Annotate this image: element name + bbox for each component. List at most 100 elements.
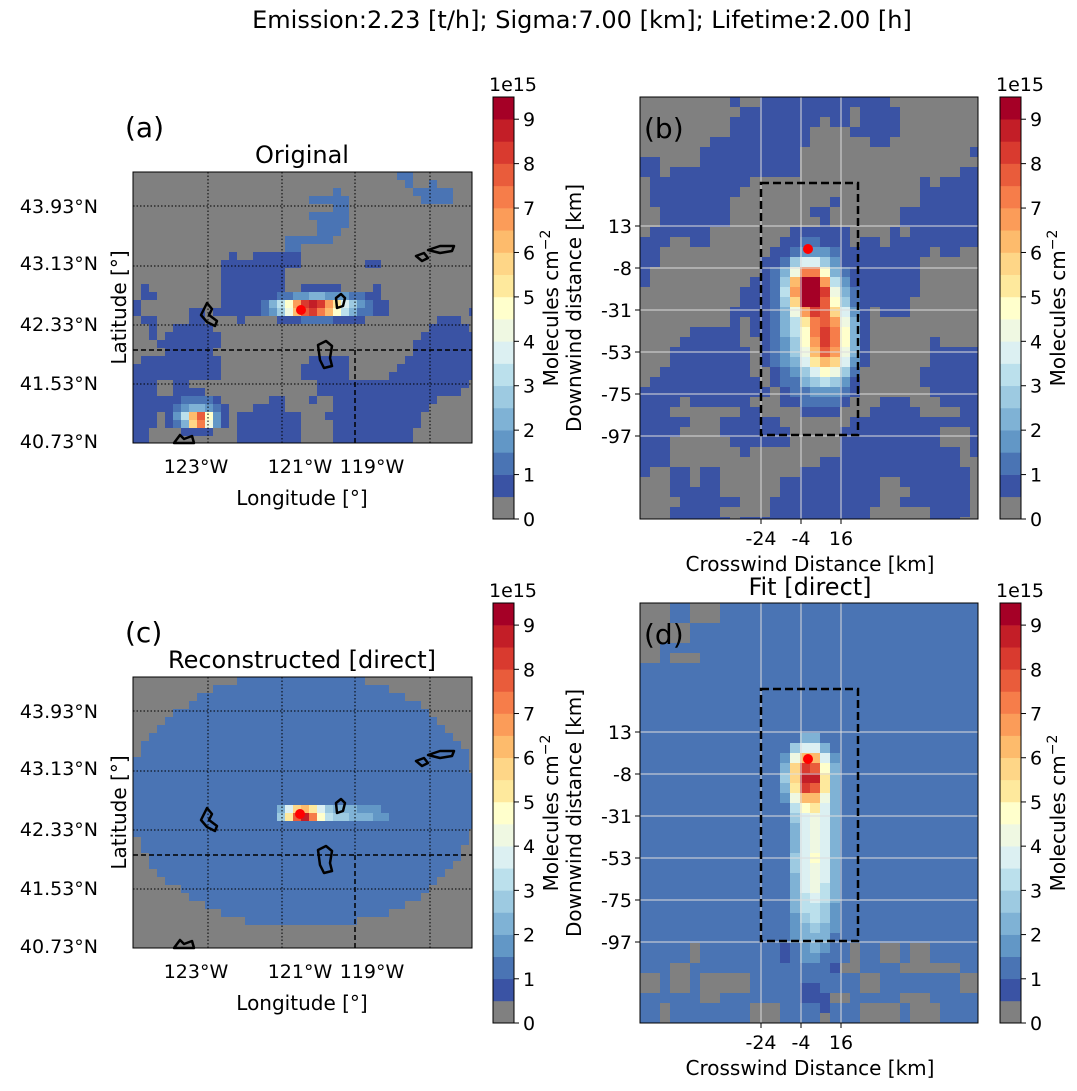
heatmap-cell — [405, 893, 414, 902]
heatmap-cell — [930, 397, 941, 408]
heatmap-cell — [333, 244, 342, 253]
heatmap-cell — [333, 364, 342, 373]
heatmap-cell — [461, 741, 470, 750]
heatmap-cell — [690, 157, 701, 168]
heatmap-cell — [357, 428, 366, 437]
heatmap-cell — [197, 412, 206, 421]
heatmap-cell — [181, 260, 190, 269]
heatmap-cell — [269, 292, 278, 301]
heatmap-cell — [205, 757, 214, 766]
heatmap-cell — [650, 127, 661, 138]
heatmap-cell — [830, 477, 841, 488]
heatmap-cell — [461, 933, 470, 942]
heatmap-cell — [205, 717, 214, 726]
heatmap-cell — [640, 397, 651, 408]
heatmap-cell — [277, 404, 286, 413]
heatmap-cell — [690, 287, 701, 298]
heatmap-cell — [157, 781, 166, 790]
heatmap-cell — [365, 436, 374, 444]
heatmap-cell — [325, 805, 334, 814]
heatmap-cell — [660, 733, 671, 744]
heatmap-cell — [397, 196, 406, 205]
heatmap-cell — [253, 693, 262, 702]
heatmap-cell — [860, 693, 871, 704]
heatmap-cell — [940, 367, 951, 378]
heatmap-cell — [700, 633, 711, 644]
heatmap-cell — [229, 773, 238, 782]
heatmap-cell — [940, 277, 951, 288]
heatmap-cell — [640, 327, 651, 338]
heatmap-cell — [405, 436, 414, 444]
heatmap-cell — [850, 447, 861, 458]
heatmap-cell — [309, 717, 318, 726]
heatmap-cell — [253, 781, 262, 790]
heatmap-cell — [650, 427, 661, 438]
heatmap-cell — [445, 316, 454, 325]
heatmap-cell — [810, 357, 821, 368]
heatmap-cell — [317, 685, 326, 694]
heatmap-cell — [413, 212, 422, 221]
heatmap-cell — [221, 212, 230, 221]
heatmap-cell — [950, 653, 961, 664]
heatmap-cell — [301, 893, 310, 902]
heatmap-cell — [389, 340, 398, 349]
heatmap-cell — [640, 673, 651, 684]
heatmap-cell — [670, 753, 681, 764]
heatmap-cell — [429, 877, 438, 886]
heatmap-cell — [810, 673, 821, 684]
heatmap-cell — [269, 220, 278, 229]
heatmap-cell — [357, 757, 366, 766]
heatmap-cell — [850, 613, 861, 624]
heatmap-cell — [445, 837, 454, 846]
heatmap-cell — [333, 917, 342, 926]
heatmap-cell — [309, 420, 318, 429]
heatmap-cell — [720, 693, 731, 704]
heatmap-cell — [940, 197, 951, 208]
heatmap-cell — [900, 693, 911, 704]
heatmap-cell — [650, 407, 661, 418]
heatmap-cell — [700, 257, 711, 268]
heatmap-cell — [453, 292, 462, 301]
heatmap-cell — [690, 137, 701, 148]
heatmap-cell — [830, 487, 841, 498]
heatmap-cell — [970, 683, 979, 694]
heatmap-cell — [173, 917, 182, 926]
heatmap-cell — [357, 404, 366, 413]
heatmap-cell — [189, 933, 198, 942]
heatmap-cell — [197, 733, 206, 742]
heatmap-cell — [221, 773, 230, 782]
heatmap-cell — [960, 713, 971, 724]
heatmap-cell — [930, 623, 941, 634]
heatmap-cell — [285, 204, 294, 213]
heatmap-cell — [890, 713, 901, 724]
heatmap-cell — [261, 180, 270, 189]
heatmap-cell — [421, 701, 430, 710]
heatmap-cell — [800, 407, 811, 418]
heatmap-cell — [197, 893, 206, 902]
heatmap-cell — [389, 420, 398, 429]
heatmap-cell — [880, 713, 891, 724]
heatmap-cell — [780, 367, 791, 378]
heatmap-cell — [397, 308, 406, 317]
heatmap-cell — [790, 197, 801, 208]
heatmap-cell — [157, 260, 166, 269]
heatmap-cell — [790, 773, 801, 784]
heatmap-cell — [405, 749, 414, 758]
heatmap-cell — [373, 188, 382, 197]
heatmap-cell — [437, 765, 446, 774]
heatmap-cell — [277, 773, 286, 782]
heatmap-cell — [840, 703, 851, 714]
heatmap-cell — [960, 227, 971, 238]
heatmap-cell — [850, 197, 861, 208]
heatmap-cell — [940, 653, 951, 664]
heatmap-cell — [840, 337, 851, 348]
heatmap-cell — [141, 765, 150, 774]
heatmap-cell — [245, 917, 254, 926]
heatmap-cell — [700, 367, 711, 378]
heatmap-cell — [890, 137, 901, 148]
heatmap-cell — [780, 517, 791, 520]
heatmap-cell — [421, 885, 430, 894]
heatmap-cell — [157, 348, 166, 357]
heatmap-cell — [810, 507, 821, 518]
heatmap-cell — [445, 717, 454, 726]
